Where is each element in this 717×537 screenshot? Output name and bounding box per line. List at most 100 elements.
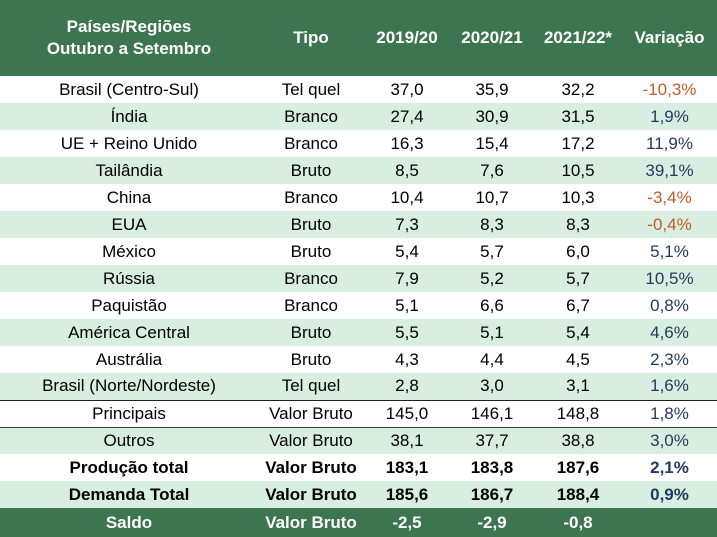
cell-region: América Central <box>68 322 190 342</box>
cell-y2: 37,7 <box>450 426 534 454</box>
header-year-2: 2020/21 <box>461 28 523 47</box>
cell-y3: -0,8 <box>563 512 593 532</box>
cell-y1: 185,6 <box>385 484 429 504</box>
cell-type: Branco <box>284 268 338 288</box>
cell-y2: 7,6 <box>480 160 504 180</box>
cell-region: Brasil (Norte/Nordeste) <box>42 376 216 396</box>
cell-region: EUA <box>111 214 147 234</box>
cell-type: Branco <box>284 133 338 153</box>
cell-y3: 148,8 <box>534 399 622 427</box>
header-year-1: 2019/20 <box>376 28 438 47</box>
header-type: Tipo <box>293 28 329 47</box>
cell-region: Demanda Total <box>68 484 190 504</box>
cell-region: Rússia <box>103 268 155 288</box>
cell-type: Valor Bruto <box>265 484 357 504</box>
table-row: Brasil (Centro-Sul) Tel quel 37,0 35,9 3… <box>0 76 717 103</box>
cell-type: Tel quel <box>281 79 341 99</box>
cell-y1: -2,5 <box>392 512 422 532</box>
cell-y2: 30,9 <box>475 106 509 126</box>
cell-region: México <box>102 241 156 261</box>
cell-y1: 183,1 <box>385 457 429 477</box>
cell-y2: 4,4 <box>480 349 504 369</box>
table-row: Brasil (Norte/Nordeste) Tel quel 2,8 3,0… <box>0 373 717 400</box>
cell-change <box>622 508 717 537</box>
cell-y3: 6,0 <box>566 241 590 261</box>
cell-y2: 8,3 <box>480 214 504 234</box>
summary-row-saldo: Saldo Valor Bruto -2,5 -2,9 -0,8 <box>0 508 717 537</box>
cell-y1: 10,4 <box>390 187 424 207</box>
header-change: Variação <box>634 28 705 47</box>
table-row: América Central Bruto 5,5 5,1 5,4 4,6% <box>0 319 717 346</box>
cell-type: Tel quel <box>281 376 341 396</box>
summary-row-producao-total: Produção total Valor Bruto 183,1 183,8 1… <box>0 454 717 481</box>
summary-row-demanda-total: Demanda Total Valor Bruto 185,6 186,7 18… <box>0 481 717 508</box>
cell-y2: 35,9 <box>475 79 509 99</box>
cell-y2: 5,7 <box>480 241 504 261</box>
cell-y2: 15,4 <box>475 133 509 153</box>
cell-change: 0,8% <box>650 295 689 315</box>
summary-row-outros: Outros Valor Bruto 38,1 37,7 38,8 3,0% <box>0 426 717 454</box>
cell-region: Outros <box>0 426 258 454</box>
cell-y3: 4,5 <box>566 349 590 369</box>
cell-y3: 6,7 <box>566 295 590 315</box>
cell-y2: 10,7 <box>475 187 509 207</box>
cell-y1: 4,3 <box>395 349 419 369</box>
cell-y3: 38,8 <box>534 426 622 454</box>
cell-y1: 27,4 <box>390 106 424 126</box>
cell-y2: 3,0 <box>480 376 504 396</box>
cell-region: Produção total <box>69 457 189 477</box>
header-region-line2: Outubro a Setembro <box>46 39 212 58</box>
table-row: Rússia Branco 7,9 5,2 5,7 10,5% <box>0 265 717 292</box>
cell-region: Índia <box>110 106 148 126</box>
table-row: Índia Branco 27,4 30,9 31,5 1,9% <box>0 103 717 130</box>
cell-type: Branco <box>284 295 338 315</box>
cell-y3: 31,5 <box>561 106 595 126</box>
cell-type: Bruto <box>290 349 332 369</box>
cell-y2: 146,1 <box>450 399 534 427</box>
cell-y1: 2,8 <box>395 376 419 396</box>
cell-change: 2,1% <box>650 457 689 477</box>
cell-change: 1,9% <box>650 106 689 126</box>
cell-type: Bruto <box>290 214 332 234</box>
cell-change: -10,3% <box>642 79 697 99</box>
cell-change: 10,5% <box>645 268 694 288</box>
cell-y1: 145,0 <box>364 399 450 427</box>
header-region: Países/Regiões Outubro a Setembro <box>0 0 258 76</box>
cell-y2: 5,2 <box>480 268 504 288</box>
cell-type: Valor Bruto <box>265 457 357 477</box>
cell-change: 5,1% <box>650 241 689 261</box>
cell-y1: 37,0 <box>390 79 424 99</box>
table-row: México Bruto 5,4 5,7 6,0 5,1% <box>0 238 717 265</box>
cell-change: 3,0% <box>622 426 717 454</box>
cell-y3: 17,2 <box>561 133 595 153</box>
cell-type: Branco <box>284 187 338 207</box>
cell-y3: 10,5 <box>561 160 595 180</box>
cell-y3: 187,6 <box>556 457 600 477</box>
cell-y1: 7,9 <box>395 268 419 288</box>
cell-type: Bruto <box>290 322 332 342</box>
cell-region: Paquistão <box>91 295 167 315</box>
cell-region: Saldo <box>105 512 153 532</box>
cell-type: Valor Bruto <box>258 399 364 427</box>
cell-y3: 32,2 <box>561 79 595 99</box>
table-row: China Branco 10,4 10,7 10,3 -3,4% <box>0 184 717 211</box>
summary-row-principais: Principais Valor Bruto 145,0 146,1 148,8… <box>0 399 717 427</box>
cell-region: China <box>106 187 152 207</box>
cell-change: -0,4% <box>647 214 692 234</box>
cell-y1: 7,3 <box>395 214 419 234</box>
cell-y2: 186,7 <box>470 484 514 504</box>
cell-y1: 16,3 <box>390 133 424 153</box>
cell-y1: 8,5 <box>395 160 419 180</box>
table-row: UE + Reino Unido Branco 16,3 15,4 17,2 1… <box>0 130 717 157</box>
cell-y2: 183,8 <box>470 457 514 477</box>
cell-y3: 3,1 <box>566 376 590 396</box>
cell-change: 0,9% <box>650 484 689 504</box>
cell-type: Valor Bruto <box>265 512 357 532</box>
cell-change: 39,1% <box>645 160 694 180</box>
cell-change: -3,4% <box>647 187 692 207</box>
cell-change: 11,9% <box>646 133 693 153</box>
cell-region: UE + Reino Unido <box>60 133 198 153</box>
cell-change: 4,6% <box>650 322 689 342</box>
cell-region: Tailândia <box>95 160 163 180</box>
